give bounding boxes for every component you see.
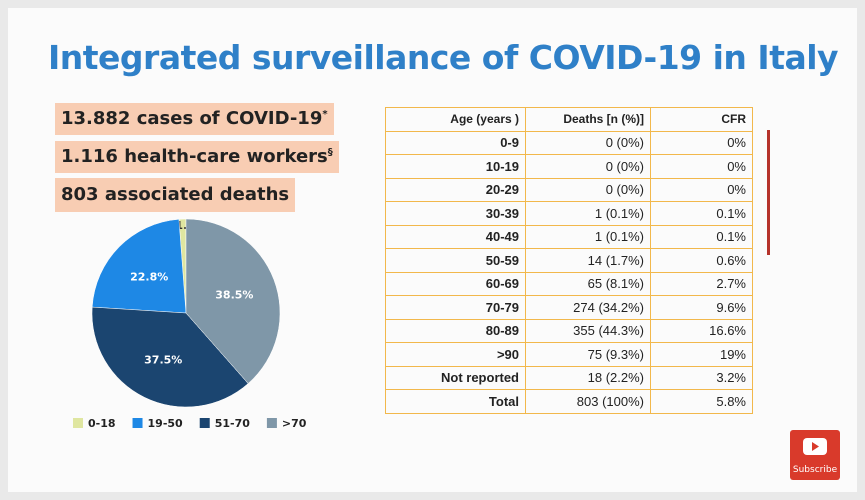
legend-label: 19-50: [148, 417, 184, 430]
header-row: Age (years ) Deaths [n (%)] CFR: [385, 107, 753, 132]
table-cell: 18 (2.2%): [525, 365, 651, 390]
table-cell: 10-19: [385, 154, 526, 179]
table-cell: Total: [385, 389, 526, 414]
table-cell: >90: [385, 342, 526, 367]
table-cell: 274 (34.2%): [525, 295, 651, 320]
table-row: 0-9 0 (0%) 0%: [385, 130, 753, 155]
stat-note: §: [327, 147, 333, 158]
stat-box: 803 associated deaths: [55, 178, 296, 212]
header-cell: Age (years ): [385, 107, 526, 132]
data-table: Age (years ) Deaths [n (%)] CFR 0-9 0 (0%) 0%…: [385, 107, 753, 414]
play-icon: [803, 438, 827, 455]
table-cell: 0.1%: [650, 201, 753, 226]
table-row: >90 75 (9.3%) 19%: [385, 342, 753, 367]
slice-label: 22.8%: [130, 271, 168, 284]
table-cell: 0 (0%): [525, 177, 651, 202]
table-cell: 0 (0%): [525, 130, 651, 155]
table-cell: 0%: [650, 130, 753, 155]
legend-label: >70: [282, 417, 307, 430]
red-line: [767, 130, 770, 255]
table-cell: 2.7%: [650, 271, 753, 296]
stat-note: *: [322, 109, 328, 120]
header-cell: CFR: [650, 107, 753, 132]
table-cell: 0.1%: [650, 224, 753, 249]
table-row: 20-29 0 (0%) 0%: [385, 177, 753, 202]
table-cell: 0-9: [385, 130, 526, 155]
slide-title: Integrated surveillance of COVID-19 in I…: [48, 38, 839, 77]
legend-swatch: [199, 418, 210, 428]
table-cell: 20-29: [385, 177, 526, 202]
table-cell: 40-49: [385, 224, 526, 249]
stat-box: 1.116 health-care workers§: [55, 141, 339, 173]
table-row: 80-89 355 (44.3%) 16.6%: [385, 318, 753, 343]
stat-text: 1.116 health-care workers: [61, 146, 328, 167]
table-cell: 14 (1.7%): [525, 248, 651, 273]
pie-slice: [91, 306, 249, 408]
table-cell: 803 (100%): [525, 389, 651, 414]
table-cell: 70-79: [385, 295, 526, 320]
slide: Integrated surveillance of COVID-19 in I…: [8, 8, 857, 492]
stat-text: 13.882 cases of COVID-19: [61, 108, 323, 129]
table-cell: 0%: [650, 154, 753, 179]
stat-box: 13.882 cases of COVID-19*: [55, 103, 334, 135]
header-cell: Deaths [n (%)]: [525, 107, 651, 132]
table-cell: 80-89: [385, 318, 526, 343]
table-cell: 30-39: [385, 201, 526, 226]
table-row: 60-69 65 (8.1%) 2.7%: [385, 271, 753, 296]
pie-slice: [91, 218, 187, 314]
table-cell: 0 (0%): [525, 154, 651, 179]
legend-label: 0-18: [88, 417, 116, 430]
legend-swatch: [132, 418, 143, 428]
subscribe-button[interactable]: Subscribe: [790, 430, 840, 480]
slice-label: 37.5%: [144, 353, 182, 366]
table-row: 70-79 274 (34.2%) 9.6%: [385, 295, 753, 320]
table-cell: 0%: [650, 177, 753, 202]
table-cell: 75 (9.3%): [525, 342, 651, 367]
table-row: Not reported 18 (2.2%) 3.2%: [385, 365, 753, 390]
table-row: 30-39 1 (0.1%) 0.1%: [385, 201, 753, 226]
table-cell: 50-59: [385, 248, 526, 273]
table-cell: 19%: [650, 342, 753, 367]
legend-swatch: [266, 418, 277, 428]
table-row: Total 803 (100%) 5.8%: [385, 389, 753, 414]
table-cell: 9.6%: [650, 295, 753, 320]
table-cell: 1 (0.1%): [525, 224, 651, 249]
stat-text: 803 associated deaths: [61, 184, 290, 205]
button-label: Subscribe: [792, 465, 838, 475]
table-cell: 1 (0.1%): [525, 201, 651, 226]
table-cell: 355 (44.3%): [525, 318, 651, 343]
table-cell: Not reported: [385, 365, 526, 390]
table-cell: 60-69: [385, 271, 526, 296]
table-cell: 65 (8.1%): [525, 271, 651, 296]
table-row: 50-59 14 (1.7%) 0.6%: [385, 248, 753, 273]
slice-label: 38.5%: [215, 289, 253, 302]
legend-swatch: [73, 418, 83, 428]
table-cell: 3.2%: [650, 365, 753, 390]
table-cell: 0.6%: [650, 248, 753, 273]
legend-label: 51-70: [215, 417, 251, 430]
table-cell: 5.8%: [650, 389, 753, 414]
table-row: 10-19 0 (0%) 0%: [385, 154, 753, 179]
table-cell: 16.6%: [650, 318, 753, 343]
pie-slice: [185, 218, 281, 384]
table-row: 40-49 1 (0.1%) 0.1%: [385, 224, 753, 249]
